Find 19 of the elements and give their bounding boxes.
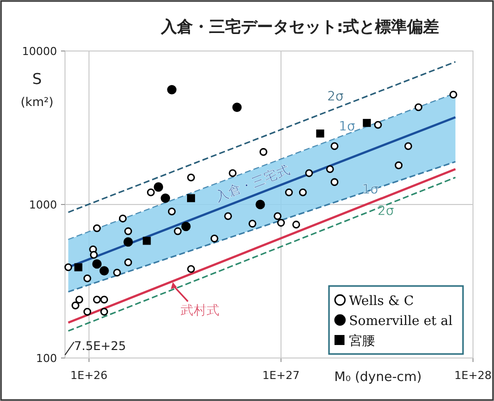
series-label: 1σ bbox=[362, 182, 379, 198]
series-label: 武村式 bbox=[180, 303, 220, 318]
y-tick-label: 1000 bbox=[29, 198, 57, 212]
legend-label: Wells & C bbox=[349, 294, 414, 309]
x-axis-title: M₀ (dyne-cm) bbox=[334, 370, 422, 385]
annotation: 7.5E+25 bbox=[74, 339, 126, 353]
x-tick-label: 1E+28 bbox=[454, 369, 492, 382]
series-label: 2σ bbox=[327, 89, 344, 104]
series-label: 2σ bbox=[377, 204, 394, 220]
series-label: 1σ bbox=[338, 119, 356, 134]
legend-label: 宮腰 bbox=[349, 333, 375, 349]
chart-title: 入倉・三宅データセット:式と標準偏差 bbox=[160, 17, 440, 36]
y-axis-title: S (km²) bbox=[20, 70, 54, 109]
y-tick-label: 10000 bbox=[22, 45, 57, 58]
x-tick-label: 1E+26 bbox=[70, 369, 108, 382]
x-tick-label: 1E+27 bbox=[262, 369, 300, 382]
legend-label: Somerville et al bbox=[349, 314, 453, 329]
text: 入倉・三宅式 bbox=[213, 162, 292, 206]
y-tick-label: 100 bbox=[36, 352, 57, 365]
